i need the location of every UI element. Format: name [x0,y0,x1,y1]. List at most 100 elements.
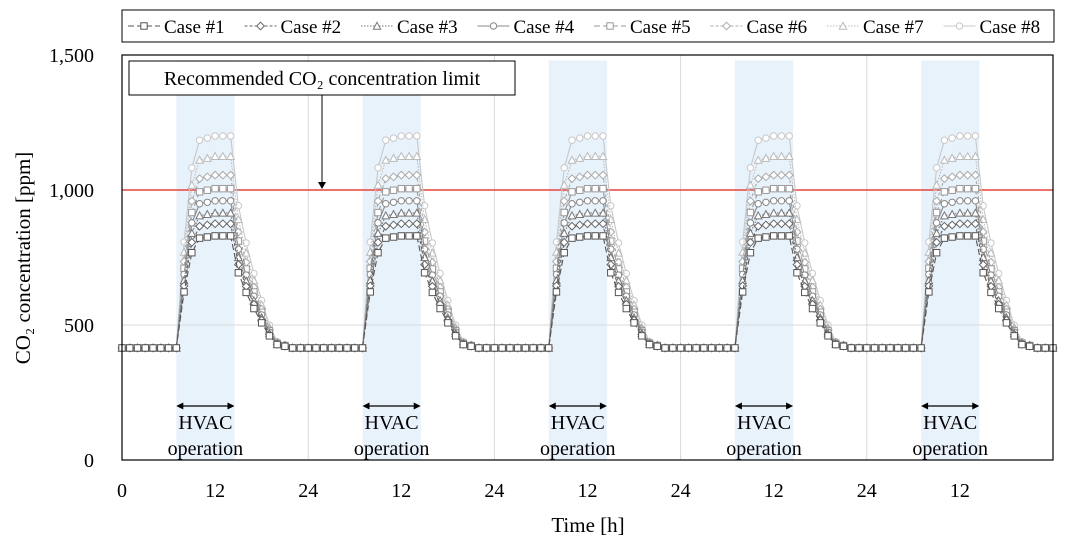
legend-label: Case #1 [164,17,225,38]
data-point [598,219,608,229]
data-point [226,197,235,205]
data-point [397,132,405,140]
data-point [218,219,228,229]
data-point [598,151,608,160]
data-point [971,197,980,205]
data-point [754,188,762,196]
data-point [598,170,608,180]
y-tick-label: 500 [64,315,94,337]
data-point [537,344,545,352]
data-point [552,288,561,296]
data-point [405,132,413,140]
data-point [785,184,793,193]
legend-marker [489,22,498,30]
limit-annotation-text: Recommended CO₂ concentration limit [164,68,481,90]
hvac-label-line1: HVAC [923,412,977,434]
data-point [939,221,949,231]
data-point [963,132,972,140]
data-point [358,344,367,352]
data-point [396,208,406,217]
data-point [606,260,616,270]
data-point [576,134,584,142]
data-point [1026,342,1034,350]
data-point [226,219,236,229]
data-point [506,344,514,352]
x-tick-label: 24 [484,480,504,502]
data-point [753,210,763,220]
data-point [738,247,748,256]
data-point [405,232,413,240]
data-point [769,151,779,160]
hvac-label-line1: HVAC [365,412,419,434]
data-point [218,208,228,217]
legend-entry-case-8: Case #8 [943,17,1041,38]
data-point [188,219,196,227]
x-tick-label: 0 [117,480,127,502]
data-point [622,304,630,313]
data-point [761,220,771,230]
data-point [955,219,965,229]
data-point [374,164,382,172]
data-point [761,209,771,218]
data-point [389,233,398,241]
data-point [250,269,258,278]
legend-label: Case #8 [980,17,1041,38]
data-point [776,170,786,180]
data-point [405,184,413,193]
data-point [141,344,149,352]
data-point [607,269,615,277]
data-point [397,232,406,240]
data-point [948,198,956,206]
hvac-label-line1: HVAC [737,412,791,434]
data-point [381,221,391,231]
data-point [545,344,553,352]
data-point [676,344,685,352]
arrowhead-right [786,402,794,410]
data-point [575,153,585,162]
data-point [590,219,600,229]
data-point [343,344,351,352]
data-point [226,151,236,160]
data-point [970,208,980,217]
data-point [226,184,235,193]
data-point [832,340,840,349]
data-point [219,232,227,240]
data-point [560,208,568,217]
legend-label: Case #7 [863,17,924,38]
data-point [149,344,157,352]
data-point [590,170,600,180]
legend-entry-case-6: Case #6 [710,17,807,38]
data-point [467,342,475,350]
data-point [187,196,197,206]
arrowhead-left [548,402,556,410]
x-tick-label: 24 [298,480,318,502]
data-point [559,180,569,189]
data-point [582,170,593,180]
data-point [490,344,499,352]
data-point [382,136,390,144]
data-point [420,202,429,210]
data-point [591,197,599,205]
data-point [801,288,809,297]
data-point [420,237,429,245]
data-point [335,344,343,352]
data-point [770,184,778,193]
data-point [939,174,949,184]
data-point [219,197,227,205]
data-point [218,151,228,160]
data-point [870,344,879,352]
data-point [195,200,204,208]
data-point [785,197,793,205]
data-point [203,134,212,142]
data-point [692,344,700,352]
data-point [762,134,770,142]
data-point [320,344,328,352]
data-point [195,174,205,184]
data-point [939,210,949,220]
data-point [784,208,794,217]
data-point [219,132,227,140]
data-point [614,288,623,297]
data-point [599,232,607,240]
data-point [762,233,770,241]
data-point [932,208,941,217]
